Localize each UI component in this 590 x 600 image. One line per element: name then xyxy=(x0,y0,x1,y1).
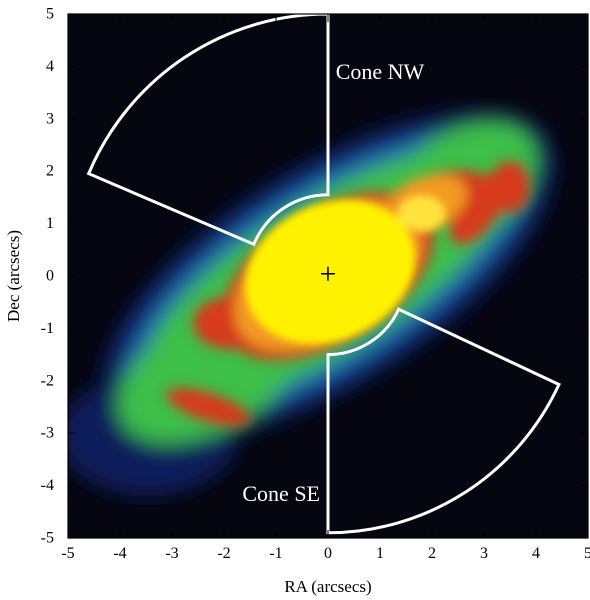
x-tick-label: -4 xyxy=(113,545,126,562)
y-tick-label: 1 xyxy=(46,215,54,232)
x-tick-label: 2 xyxy=(428,545,436,562)
x-tick-label: -5 xyxy=(61,545,74,562)
x-tick-label: -2 xyxy=(217,545,230,562)
x-axis-label: RA (arcsecs) xyxy=(284,577,371,596)
y-tick-label: -5 xyxy=(41,530,54,547)
x-tick-label: 1 xyxy=(376,545,384,562)
y-tick-label: -1 xyxy=(41,320,54,337)
y-tick-label: 3 xyxy=(46,110,54,127)
x-tick-label: -1 xyxy=(269,545,282,562)
nucleus-cross-marker: + xyxy=(320,258,337,291)
knot-nw-yellow xyxy=(398,195,446,231)
y-tick-label: 4 xyxy=(46,58,54,75)
y-tick-label: 5 xyxy=(46,6,54,23)
cone-nw-label: Cone NW xyxy=(336,59,425,84)
filament-nw-red-tip xyxy=(490,161,530,213)
x-tick-label: -3 xyxy=(165,545,178,562)
x-tick-label: 4 xyxy=(532,545,540,562)
x-tick-label: 5 xyxy=(584,545,590,562)
y-tick-label: 0 xyxy=(46,268,54,285)
cone-se-label: Cone SE xyxy=(242,481,320,506)
y-tick-label: -2 xyxy=(41,372,54,389)
x-tick-label: 0 xyxy=(324,545,332,562)
y-tick-label: -4 xyxy=(41,477,54,494)
x-tick-label: 3 xyxy=(480,545,488,562)
y-axis-label: Dec (arcsecs) xyxy=(4,230,23,322)
y-tick-label: -3 xyxy=(41,425,54,442)
y-tick-label: 2 xyxy=(46,163,54,180)
